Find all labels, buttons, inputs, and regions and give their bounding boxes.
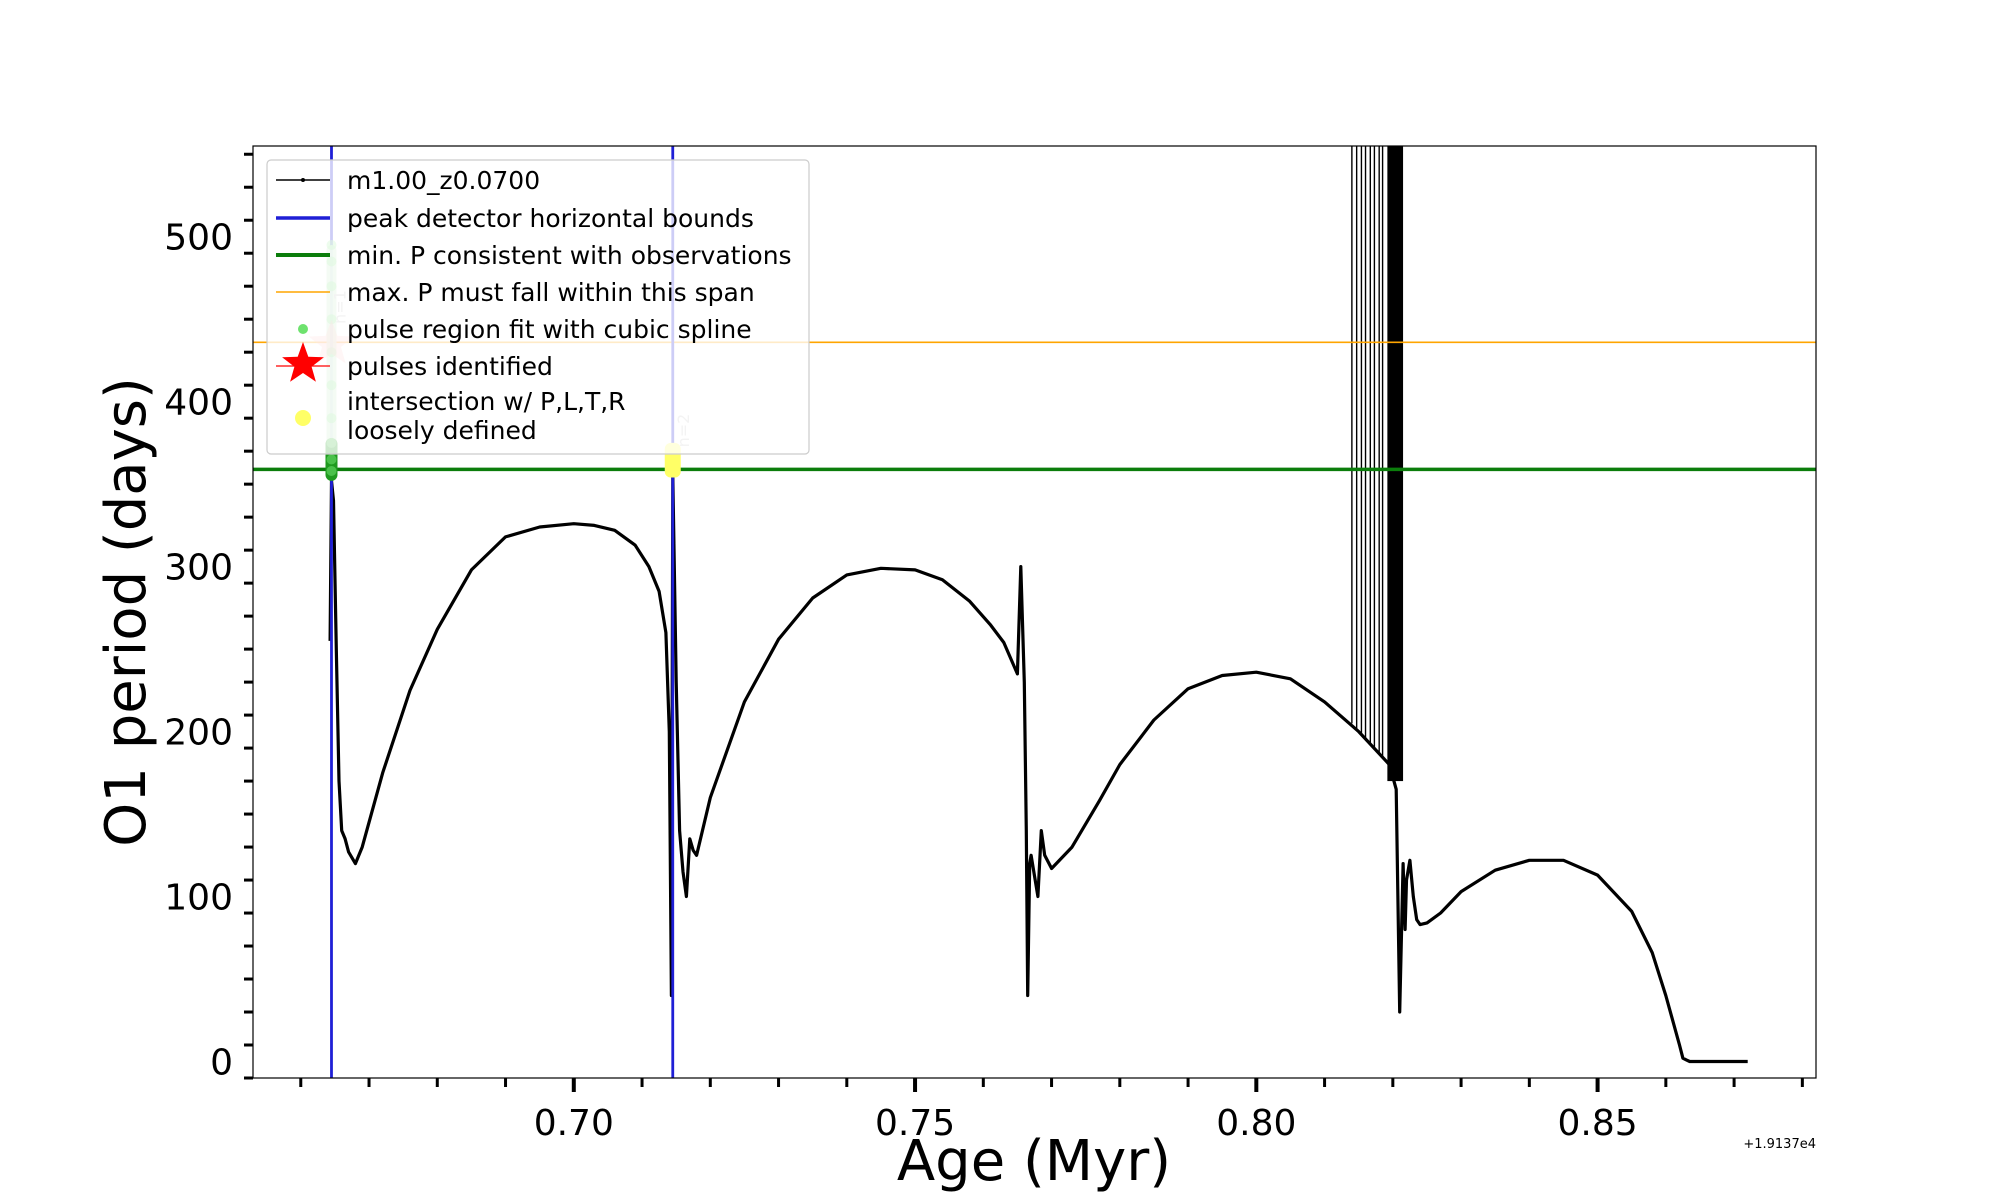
legend-handle-loose [295,410,311,426]
legend-label: loosely defined [347,416,537,445]
noise-band [1351,146,1404,782]
x-axis: 0.70 0.75 0.80 0.85 [299,1078,1804,1144]
y-tick-label: 300 [164,548,233,589]
legend-label: m1.00_z0.0700 [347,166,540,195]
x-tick-label: 0.70 [534,1103,614,1144]
legend-label: pulses identified [347,352,553,381]
x-tick-label: 0.80 [1216,1103,1296,1144]
legend-label: intersection w/ P,L,T,R [347,387,626,416]
y-tick-label: 400 [164,383,233,424]
legend-label: peak detector horizontal bounds [347,204,754,233]
noise-block [1387,146,1404,782]
legend-handle-spline [298,324,308,334]
series-line [328,474,1748,1064]
y-tick-label: 200 [164,713,233,754]
legend-label: max. P must fall within this span [347,278,755,307]
x-tick-label: 0.85 [1558,1103,1638,1144]
plot-frame [252,145,1817,1079]
y-tick-label: 0 [210,1043,233,1084]
legend-label: pulse region fit with cubic spline [347,315,752,344]
x-axis-label: Age (Myr) [897,1129,1171,1194]
legend-label: min. P consistent with observations [347,241,792,270]
x-tick-label: 0.75 [875,1103,955,1144]
y-axis: 0 100 200 300 400 500 [164,152,253,1084]
y-axis-label: O1 period (days) [94,377,159,847]
pulse-region-point [326,454,337,465]
legend-box [266,159,810,455]
y-tick-label: 100 [164,878,233,919]
legend-handle-star [282,342,324,382]
legend-handle-series-marker [301,178,305,182]
x-offset-label: +1.9137e4 [1743,1137,1816,1152]
pulse-region-point [326,465,337,476]
y-tick-label: 500 [164,218,233,259]
